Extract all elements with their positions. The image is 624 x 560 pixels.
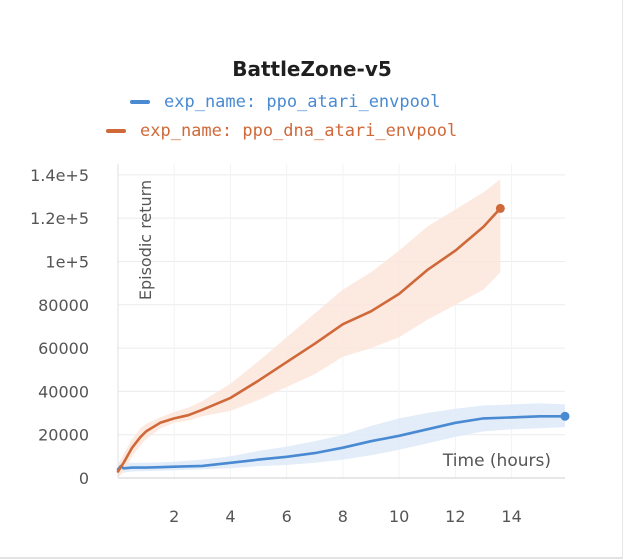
series-line-ppo-atari-envpool[interactable] bbox=[116, 414, 567, 471]
y-tick-label: 1.2e+5 bbox=[30, 209, 89, 228]
y-tick-label: 1e+5 bbox=[45, 252, 89, 271]
series-endpoint-ppo-atari-envpool[interactable] bbox=[560, 411, 570, 421]
legend-entry-ppo-atari-envpool[interactable]: exp_name: ppo_atari_envpool bbox=[164, 92, 441, 112]
legend-entry-ppo-dna-atari-envpool[interactable]: exp_name: ppo_dna_atari_envpool bbox=[140, 121, 458, 141]
band-ppo-dna-atari-envpool bbox=[118, 179, 501, 478]
y-tick-label: 40000 bbox=[38, 382, 89, 401]
y-tick-label: 60000 bbox=[38, 339, 89, 358]
confidence-bands bbox=[118, 179, 565, 478]
y-tick-label: 80000 bbox=[38, 296, 89, 315]
y-tick-label: 20000 bbox=[38, 426, 89, 445]
x-axis-label: Time (hours) bbox=[442, 451, 551, 471]
series-endpoint-ppo-dna-atari-envpool[interactable] bbox=[495, 203, 505, 213]
x-tick-label: 14 bbox=[501, 507, 521, 526]
y-tick-label: 1.4e+5 bbox=[30, 166, 89, 185]
x-tick-label: 6 bbox=[282, 507, 292, 526]
x-tick-label: 10 bbox=[389, 507, 409, 526]
x-tick-label: 2 bbox=[169, 507, 179, 526]
x-tick-label: 12 bbox=[445, 507, 465, 526]
x-tick-label: 4 bbox=[225, 507, 235, 526]
tick-labels: 0 20000 40000 60000 80000 1e+5 1.2e+5 1.4e+5 2 4 6… bbox=[30, 166, 522, 526]
series-line-ppo-dna-atari-envpool[interactable] bbox=[116, 207, 502, 473]
y-axis-label: Episodic return bbox=[136, 180, 155, 300]
x-tick-label: 8 bbox=[338, 507, 348, 526]
axes bbox=[117, 164, 565, 479]
legend-swatch-ppo-atari-envpool bbox=[130, 100, 150, 104]
y-tick-label: 0 bbox=[79, 469, 89, 488]
series-lines bbox=[116, 203, 570, 473]
chart-title: BattleZone-v5 bbox=[232, 57, 392, 81]
legend-swatch-ppo-dna-atari-envpool bbox=[106, 129, 126, 133]
